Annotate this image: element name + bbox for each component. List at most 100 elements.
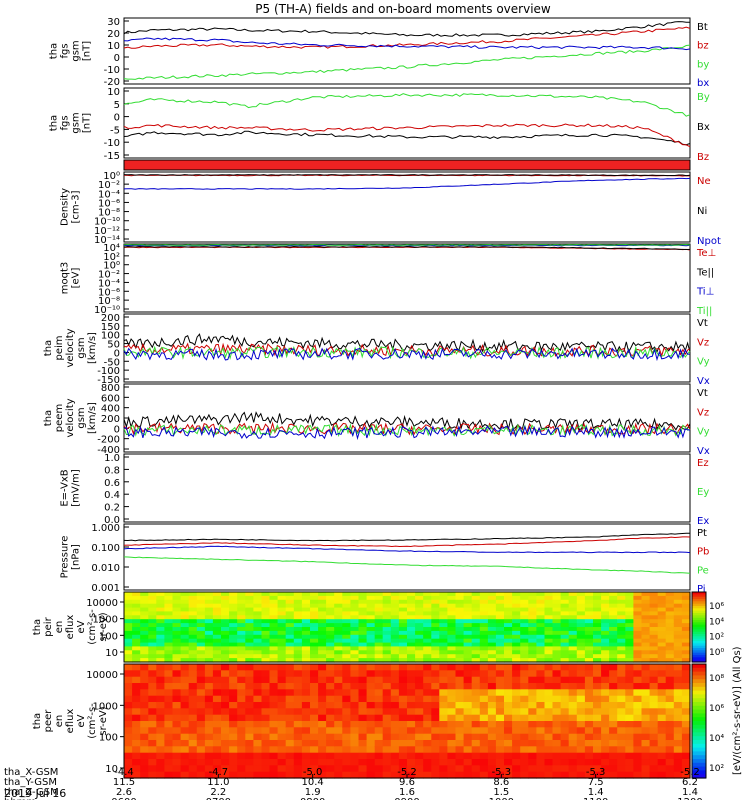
spectrogram-cell: [447, 646, 457, 651]
spectrogram-cell: [196, 771, 206, 779]
spectrogram-cell: [479, 611, 489, 616]
spectrogram-cell: [495, 623, 505, 628]
spectrogram-cell: [124, 664, 133, 671]
spectrogram-cell: [342, 658, 351, 663]
spectrogram-cell: [415, 771, 424, 779]
spectrogram-cell: [164, 683, 174, 690]
spectrogram-cell: [415, 592, 424, 597]
legend-entry: Pb: [697, 547, 709, 558]
spectrogram-cell: [673, 646, 683, 651]
spectrogram-cell: [576, 714, 586, 722]
spectrogram-cell: [285, 670, 295, 678]
spectrogram-cell: [269, 721, 279, 728]
spectrogram-cell: [536, 695, 546, 703]
spectrogram-cell: [665, 658, 675, 663]
spectrogram-cell: [681, 759, 691, 766]
colorbar-segment: [692, 683, 706, 688]
spectrogram-cell: [374, 630, 384, 636]
spectrogram-cell: [285, 676, 295, 684]
spectrogram-cell: [479, 676, 489, 684]
spectrogram-cell: [334, 646, 343, 651]
spectrogram-cell: [164, 646, 174, 651]
spectrogram-cell: [568, 746, 578, 754]
spectrogram-cell: [471, 646, 481, 651]
spectrogram-cell: [245, 683, 254, 690]
spectrogram-cell: [148, 664, 157, 671]
spectrogram-cell: [140, 615, 149, 620]
spectrogram-cell: [568, 646, 578, 651]
spectrogram-cell: [180, 595, 190, 601]
y-tick-label: 10: [105, 648, 118, 659]
spectrogram-cell: [253, 646, 263, 651]
y-tick-label: 10: [105, 764, 118, 775]
spectrogram-cell: [673, 658, 683, 663]
spectrogram-cell: [495, 670, 505, 678]
spectrogram-cell: [196, 708, 206, 716]
spectrogram-cell: [455, 670, 465, 678]
spectrogram-cell: [132, 759, 141, 766]
spectrogram-cell: [253, 619, 263, 624]
spectrogram-cell: [463, 599, 473, 605]
spectrogram-cell: [512, 727, 521, 735]
spectrogram-cell: [512, 615, 521, 620]
spectrogram-cell: [172, 623, 182, 628]
spectrogram-cell: [625, 759, 634, 766]
spectrogram-cell: [229, 746, 238, 754]
spectrogram-cell: [285, 683, 295, 690]
spectrogram-cell: [431, 619, 440, 624]
spectrogram-cell: [665, 630, 675, 636]
spectrogram-cell: [132, 615, 141, 620]
spectrogram-cell: [560, 619, 570, 624]
spectrogram-cell: [285, 650, 295, 655]
spectrogram-cell: [188, 603, 198, 609]
spectrogram-cell: [415, 623, 424, 628]
spectrogram-cell: [657, 611, 667, 616]
spectrogram-cell: [633, 676, 643, 684]
spectrogram-cell: [609, 623, 618, 628]
legend-entry: Vz: [697, 407, 709, 418]
spectrogram-cell: [649, 646, 659, 651]
spectrogram-cell: [431, 771, 440, 779]
spectrogram-cell: [196, 733, 206, 741]
spectrogram-cell: [617, 623, 626, 628]
spectrogram-cell: [253, 727, 263, 735]
spectrogram-cell: [124, 623, 133, 628]
series-line-Te||: [123, 245, 691, 251]
spectrogram-cell: [665, 599, 675, 605]
spectrogram-cell: [455, 695, 465, 703]
spectrogram-cell: [447, 650, 457, 655]
spectrogram-cell: [609, 746, 618, 754]
spectrogram-cell: [544, 759, 554, 766]
spectrogram-cell: [245, 599, 254, 605]
spectrogram-cell: [310, 654, 319, 659]
spectrogram-cell: [358, 595, 368, 601]
spectrogram-cell: [665, 765, 675, 773]
spectrogram-cell: [334, 695, 343, 703]
series-line-Bx: [123, 130, 691, 146]
spectrogram-cell: [310, 765, 319, 773]
spectrogram-cell: [326, 650, 335, 655]
spectrogram-cell: [374, 676, 384, 684]
spectrogram-cell: [504, 689, 513, 697]
spectrogram-cell: [593, 746, 602, 754]
spectrogram-cell: [196, 683, 206, 690]
spectrogram-cell: [544, 721, 554, 728]
spectrogram-cell: [140, 646, 149, 651]
spectrogram-cell: [576, 727, 586, 735]
spectrogram-cell: [140, 592, 149, 597]
spectrogram-cell: [673, 765, 683, 773]
spectrogram-cell: [455, 733, 465, 741]
spectrogram-cell: [439, 740, 448, 747]
spectrogram-cell: [665, 595, 675, 601]
spectrogram-cell: [487, 676, 497, 684]
spectrogram-cell: [245, 654, 254, 659]
spectrogram-cell: [504, 752, 513, 760]
spectrogram-cell: [245, 619, 254, 624]
spectrogram-cell: [253, 634, 263, 640]
spectrogram-cell: [455, 592, 465, 597]
spectrogram-cell: [625, 746, 634, 754]
spectrogram-cell: [293, 733, 303, 741]
spectrogram-cell: [382, 627, 392, 632]
spectrogram-cell: [439, 611, 448, 616]
